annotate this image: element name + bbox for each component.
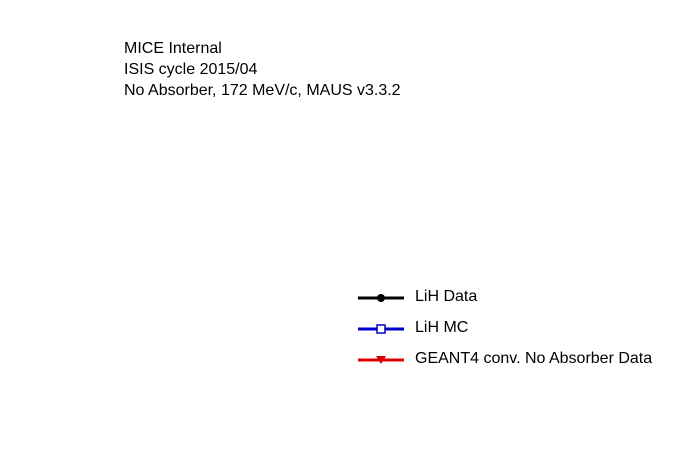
legend-entry-geant4: GEANT4 conv. No Absorber Data	[356, 347, 692, 373]
annotation-line-1: MICE Internal	[124, 40, 222, 57]
plot-annotation: MICE Internal ISIS cycle 2015/04 No Abso…	[124, 38, 401, 101]
legend-entry-lih-mc: LiH MC	[356, 316, 692, 342]
annotation-line-3: No Absorber, 172 MeV/c, MAUS v3.3.2	[124, 82, 401, 99]
annotation-line-2: ISIS cycle 2015/04	[124, 61, 258, 78]
legend-label-lih-mc: LiH MC	[415, 319, 469, 336]
legend: LiH Data LiH MC GEANT4 conv. No Absorber…	[356, 285, 692, 378]
legend-marker-geant4	[358, 356, 404, 364]
legend-entry-lih-data: LiH Data	[356, 285, 692, 311]
legend-marker-lih-data	[358, 294, 404, 302]
legend-label-geant4: GEANT4 conv. No Absorber Data	[415, 350, 653, 367]
legend-marker-lih-mc	[358, 324, 404, 334]
legend-label-lih-data: LiH Data	[415, 288, 478, 305]
